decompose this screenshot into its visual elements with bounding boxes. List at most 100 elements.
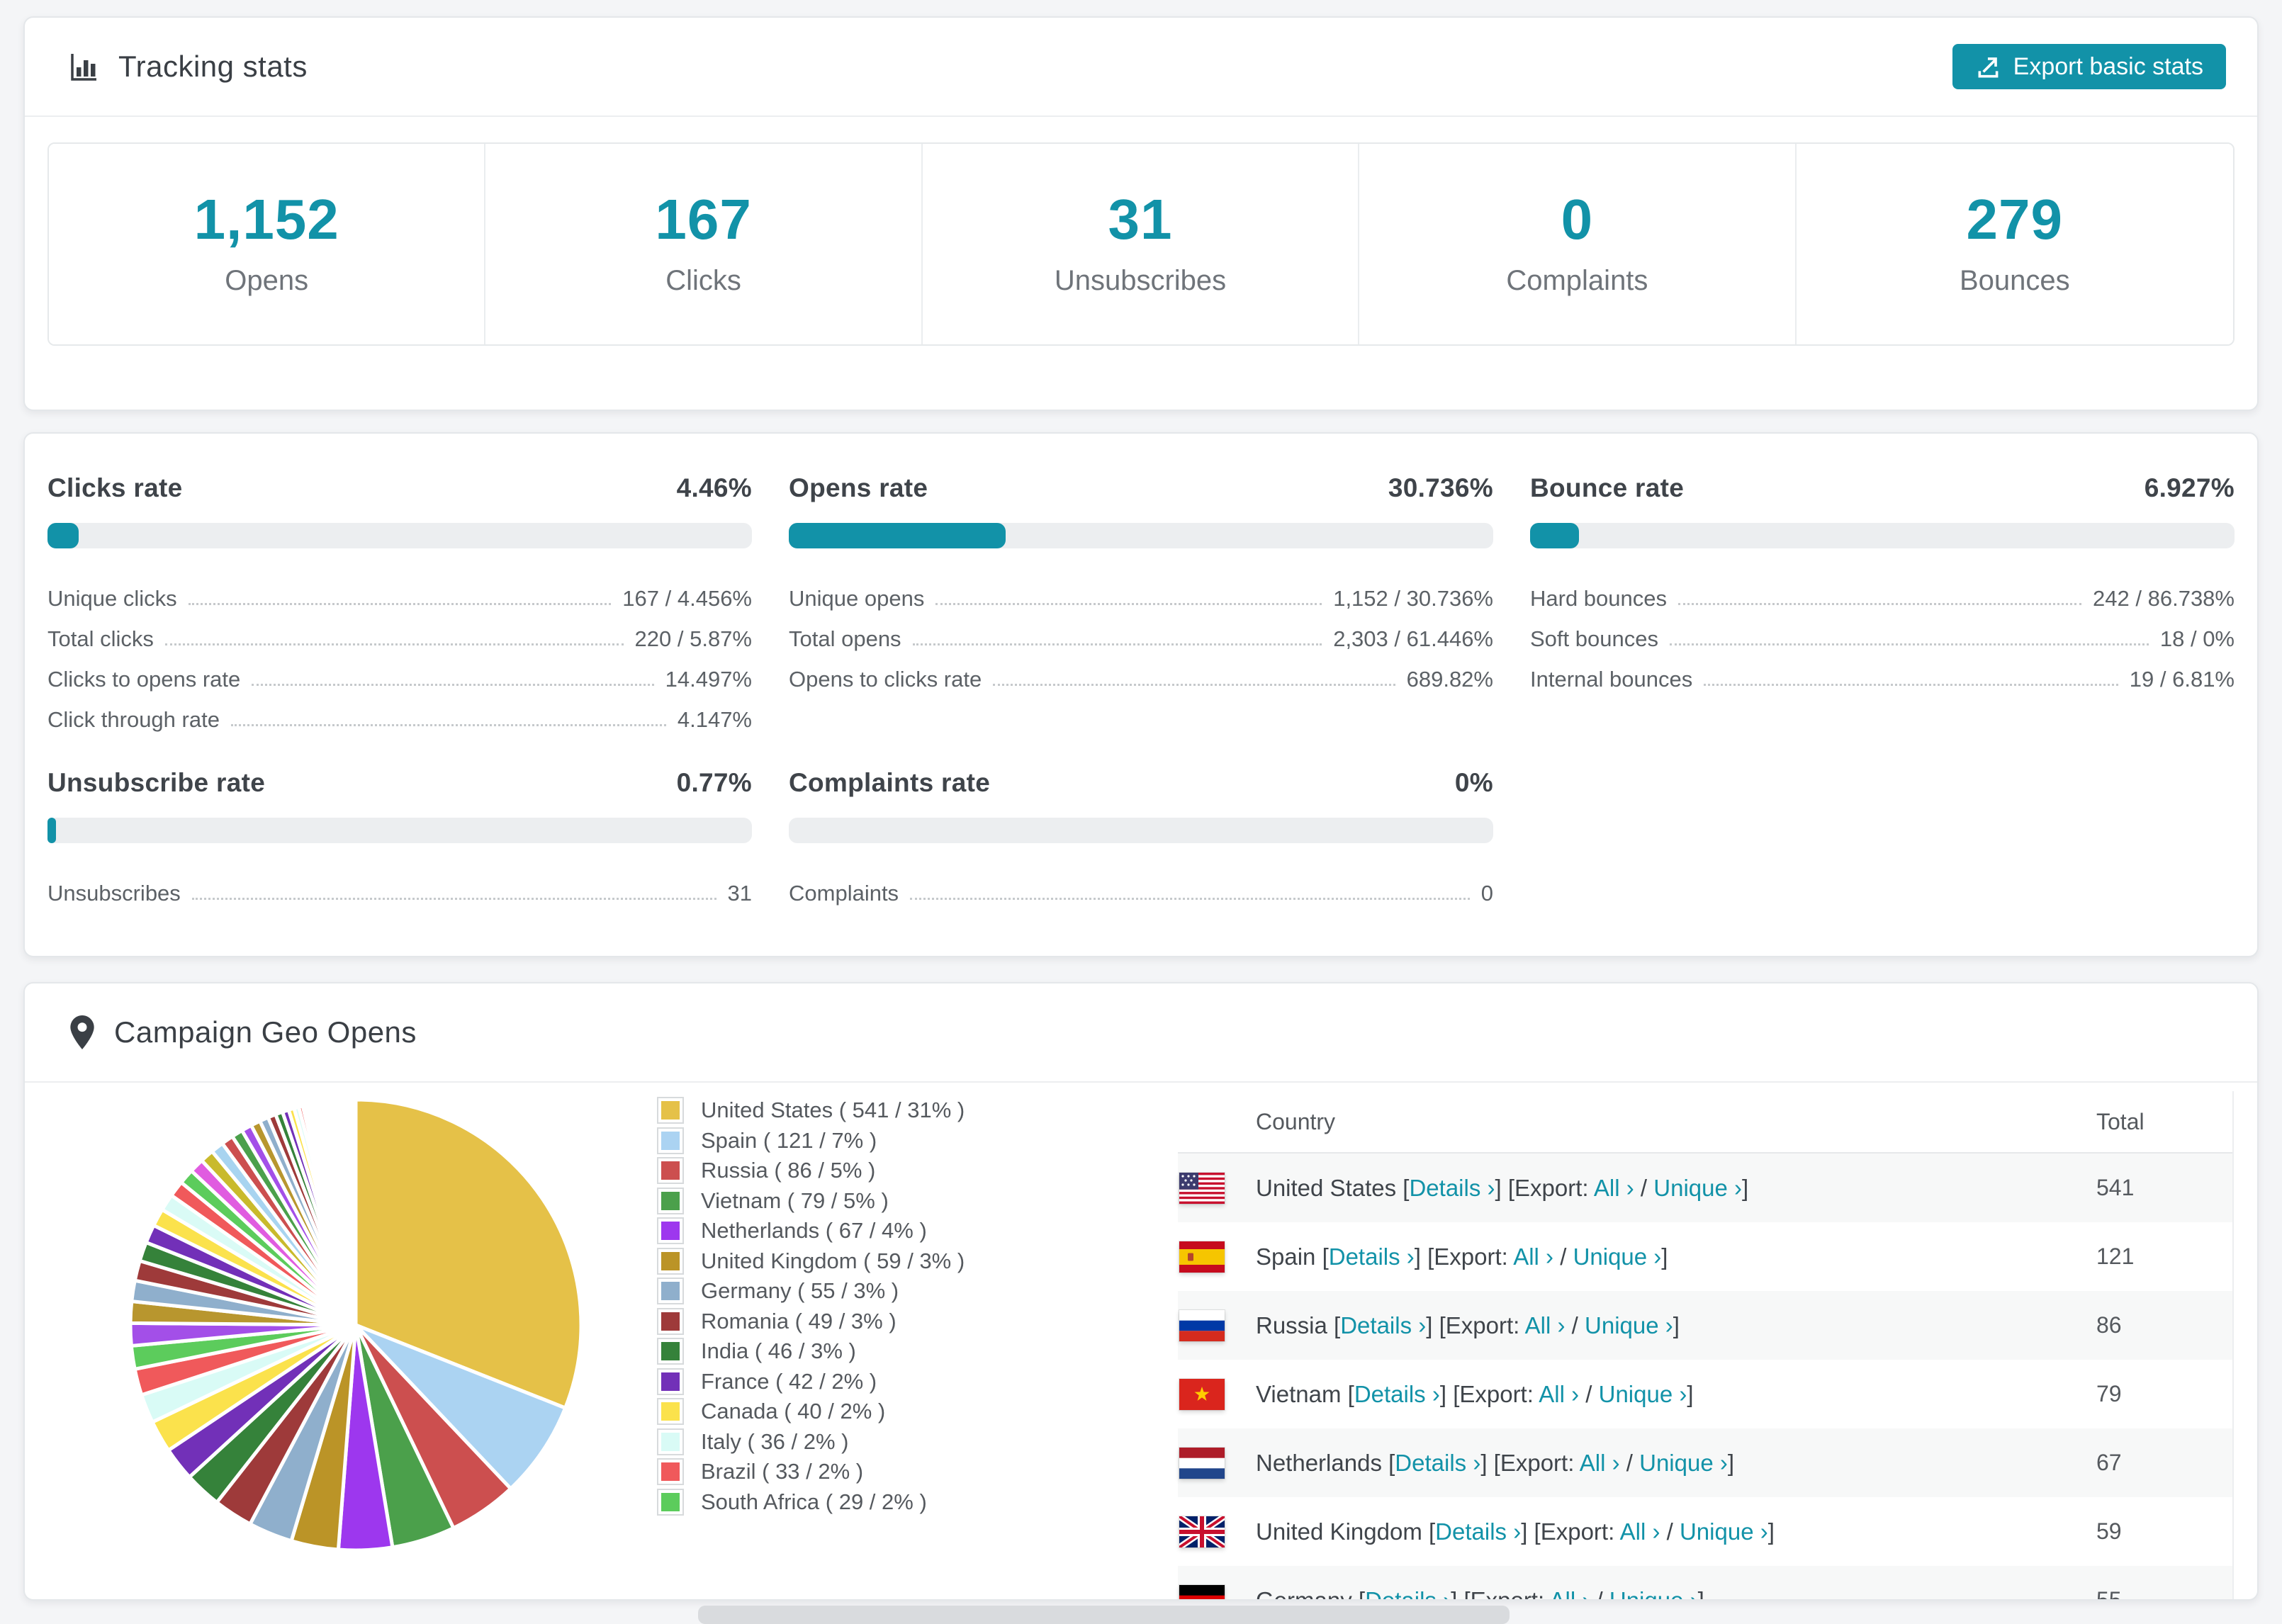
stat-value: 279 [1966, 188, 2064, 251]
country-name: Russia [1256, 1312, 1327, 1338]
details-link[interactable]: Details › [1354, 1380, 1440, 1407]
geo-row-total: 86 [2096, 1312, 2122, 1338]
export-all-link[interactable]: All › [1549, 1586, 1590, 1601]
rate-value: 30.736% [1388, 473, 1493, 502]
export-unique-link[interactable]: Unique › [1609, 1586, 1698, 1601]
rate-detail-label: Complaints [789, 881, 899, 906]
tracking-stats-card: Tracking stats Export basic stats 1,152 O… [23, 16, 2259, 411]
export-all-link[interactable]: All › [1524, 1312, 1566, 1338]
rate-block: Opens rate 30.736% Unique opens 1,152 / 30.… [789, 473, 1493, 735]
rate-progress-track [789, 523, 1493, 548]
legend-swatch [657, 1368, 684, 1395]
stat-value: 167 [655, 188, 752, 251]
country-name: United Kingdom [1256, 1518, 1422, 1545]
rate-detail-row: Opens to clicks rate 689.82% [789, 655, 1493, 695]
rate-rows: Hard bounces 242 / 86.738% Soft bounces 18 … [1530, 574, 2235, 695]
geo-row-country-cell: Germany [Details ›] [Export: All › / Uni… [1256, 1586, 1704, 1601]
details-link[interactable]: Details › [1340, 1312, 1427, 1338]
rates-grid: Clicks rate 4.46% Unique clicks 167 / 4.456… [47, 473, 2235, 909]
geo-table-body: United States [Details ›] [Export: All ›… [1178, 1154, 2232, 1601]
legend-label: France ( 42 / 2% ) [701, 1368, 877, 1394]
dotted-leader [912, 643, 1322, 645]
rate-title: Clicks rate [47, 473, 183, 502]
rate-detail-label: Click through rate [47, 707, 220, 732]
rate-detail-value: 31 [727, 881, 752, 906]
legend-item: Italy ( 36 / 2% ) [657, 1427, 965, 1457]
rate-detail-value: 0 [1480, 881, 1493, 906]
details-link[interactable]: Details › [1395, 1449, 1481, 1476]
de-flag-icon [1179, 1584, 1225, 1599]
legend-item: Spain ( 121 / 7% ) [657, 1126, 965, 1156]
legend-swatch [657, 1127, 684, 1154]
rate-detail-row: Unsubscribes 31 [47, 869, 752, 909]
legend-swatch-color [661, 1312, 680, 1331]
details-link[interactable]: Details › [1435, 1518, 1522, 1545]
details-link[interactable]: Details › [1328, 1243, 1415, 1270]
dotted-leader [993, 684, 1395, 686]
geo-pie-chart [128, 1098, 583, 1552]
geo-table-row: Russia [Details ›] [Export: All › / Uniq… [1178, 1291, 2232, 1360]
rate-progress-track [789, 818, 1493, 843]
export-label: [Export: [1493, 1449, 1575, 1476]
export-unique-link[interactable]: Unique › [1585, 1312, 1673, 1338]
rate-detail-row: Total opens 2,303 / 61.446% [789, 614, 1493, 655]
details-link[interactable]: Details › [1409, 1174, 1495, 1201]
rate-title: Opens rate [789, 473, 928, 502]
export-unique-link[interactable]: Unique › [1653, 1174, 1743, 1201]
country-name: Spain [1256, 1243, 1316, 1270]
legend-swatch [657, 1428, 684, 1455]
geo-row-country-cell: Spain [Details ›] [Export: All › / Uniqu… [1256, 1243, 1668, 1270]
rate-value: 0% [1454, 768, 1493, 797]
rate-value: 6.927% [2144, 473, 2235, 502]
rates-card: Clicks rate 4.46% Unique clicks 167 / 4.456… [23, 432, 2259, 957]
legend-swatch [657, 1307, 684, 1335]
export-unique-link[interactable]: Unique › [1598, 1380, 1687, 1407]
dotted-leader [164, 643, 624, 645]
export-all-link[interactable]: All › [1619, 1518, 1660, 1545]
legend-label: Brazil ( 33 / 2% ) [701, 1459, 864, 1484]
export-unique-link[interactable]: Unique › [1679, 1518, 1768, 1545]
legend-label: United States ( 541 / 31% ) [701, 1098, 965, 1123]
export-all-link[interactable]: All › [1539, 1380, 1580, 1407]
geo-card: Campaign Geo Opens United States ( 541 /… [23, 982, 2259, 1601]
stat-box: 1,152 Opens [49, 144, 486, 344]
rate-detail-label: Internal bounces [1530, 667, 1693, 692]
export-all-link[interactable]: All › [1593, 1174, 1634, 1201]
geo-legend: United States ( 541 / 31% ) Spain ( 121 /… [657, 1095, 965, 1517]
legend-item: United Kingdom ( 59 / 3% ) [657, 1246, 965, 1277]
legend-label: Germany ( 55 / 3% ) [701, 1278, 899, 1304]
legend-item: Netherlands ( 67 / 4% ) [657, 1216, 965, 1246]
rate-block: Bounce rate 6.927% Hard bounces 242 / 86.73… [1530, 473, 2235, 735]
legend-label: United Kingdom ( 59 / 3% ) [701, 1248, 965, 1273]
export-unique-link[interactable]: Unique › [1573, 1243, 1662, 1270]
rate-detail-label: Unsubscribes [47, 881, 181, 906]
export-all-link[interactable]: All › [1579, 1449, 1620, 1476]
rate-detail-row: Unique opens 1,152 / 30.736% [789, 574, 1493, 614]
pie-slice-other [353, 1098, 358, 1326]
legend-swatch [657, 1247, 684, 1275]
export-unique-link[interactable]: Unique › [1639, 1449, 1728, 1476]
geo-table-row: United Kingdom [Details ›] [Export: All … [1178, 1497, 2232, 1566]
legend-swatch-color [661, 1161, 680, 1180]
stat-value: 1,152 [193, 188, 339, 251]
geo-row-country-cell: Vietnam [Details ›] [Export: All › / Uni… [1256, 1380, 1694, 1407]
rate-detail-row: Click through rate 4.147% [47, 695, 752, 735]
legend-swatch-color [661, 1462, 680, 1482]
legend-swatch-color [661, 1101, 680, 1120]
legend-swatch [657, 1097, 684, 1124]
bottom-bar [698, 1606, 1510, 1624]
rate-detail-row: Soft bounces 18 / 0% [1530, 614, 2235, 655]
stat-box: 31 Unsubscribes [922, 144, 1360, 344]
geo-row-country-cell: United States [Details ›] [Export: All ›… [1256, 1174, 1749, 1201]
details-link[interactable]: Details › [1365, 1586, 1451, 1601]
legend-item: Brazil ( 33 / 2% ) [657, 1457, 965, 1487]
es-flag-icon [1179, 1241, 1225, 1273]
rate-progress-fill [1530, 523, 1579, 548]
export-all-link[interactable]: All › [1513, 1243, 1554, 1270]
legend-swatch-color [661, 1432, 680, 1451]
export-basic-stats-button[interactable]: Export basic stats [1952, 44, 2226, 89]
geo-table: Country Total United States [Details ›] … [1178, 1091, 2234, 1601]
export-label: [Export: [1507, 1174, 1589, 1201]
stat-value: 0 [1561, 188, 1594, 251]
